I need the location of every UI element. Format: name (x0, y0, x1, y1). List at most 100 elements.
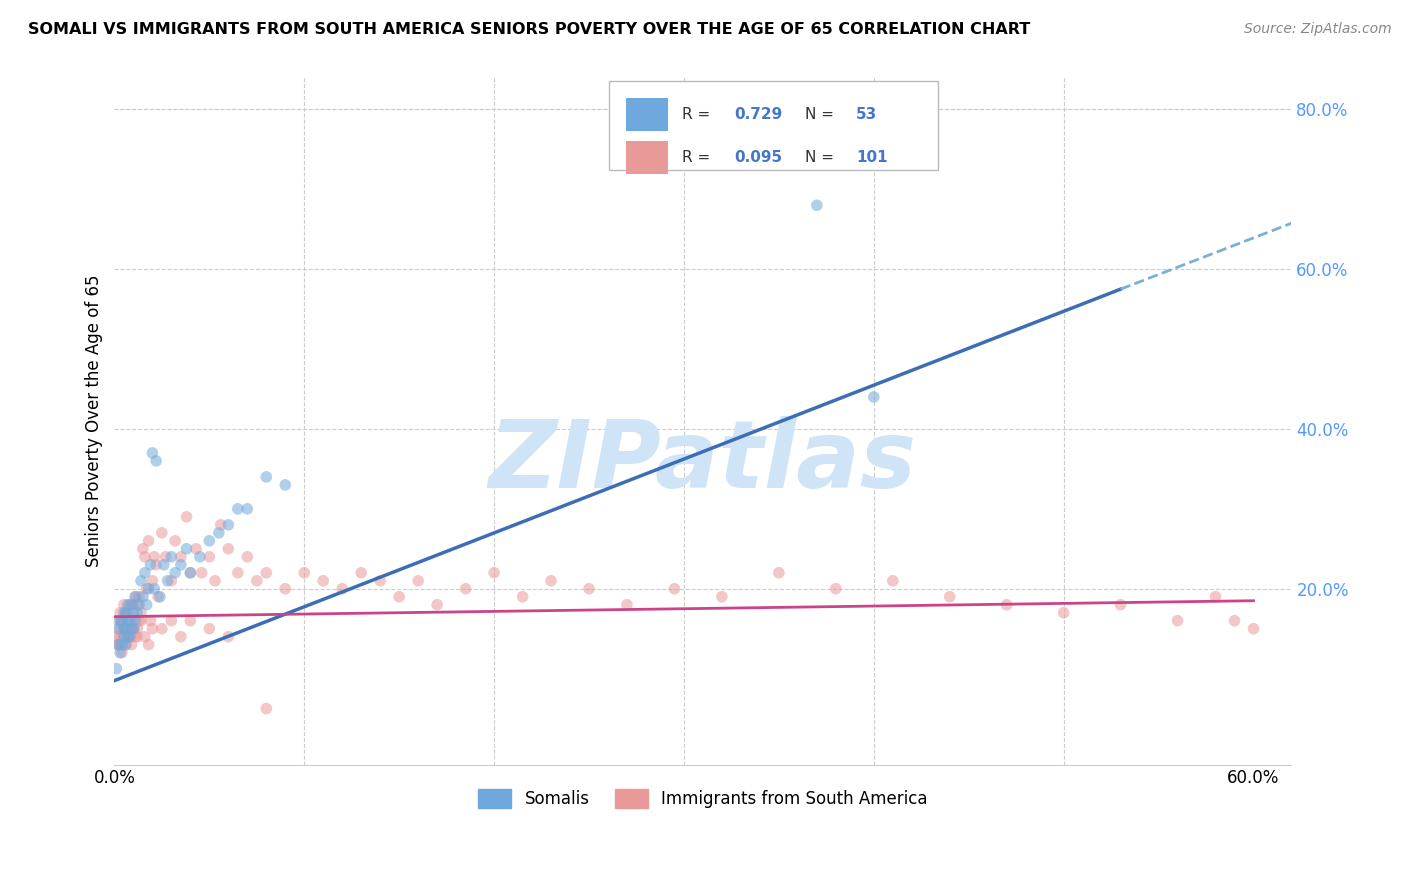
Point (198, 533, 221, 548)
Point (121, 630, 143, 644)
Text: 0.095: 0.095 (735, 151, 783, 165)
Point (217, 630, 239, 644)
Point (179, 566, 201, 580)
Point (122, 622, 145, 636)
Text: ZIPatlas: ZIPatlas (489, 417, 917, 508)
Point (1053, 606, 1076, 620)
Point (127, 606, 149, 620)
Point (122, 598, 145, 612)
Point (179, 614, 201, 628)
Point (114, 622, 136, 636)
Point (127, 622, 149, 636)
Point (132, 541, 155, 556)
Point (1205, 590, 1227, 604)
Point (118, 598, 141, 612)
Point (132, 590, 155, 604)
Point (111, 614, 134, 628)
Point (578, 582, 600, 596)
Text: 0.729: 0.729 (735, 107, 783, 122)
Point (160, 549, 183, 564)
Point (128, 614, 150, 628)
Point (217, 541, 239, 556)
Point (129, 606, 152, 620)
Point (512, 590, 534, 604)
Point (368, 574, 391, 588)
Point (170, 558, 193, 572)
Point (118, 630, 141, 644)
Point (107, 638, 129, 652)
Text: N =: N = (806, 151, 839, 165)
Point (112, 606, 135, 620)
Point (938, 590, 960, 604)
Point (118, 630, 141, 644)
Point (112, 630, 135, 644)
Text: R =: R = (682, 107, 714, 122)
Point (217, 517, 239, 532)
Point (226, 566, 249, 580)
Point (127, 598, 149, 612)
Point (117, 606, 139, 620)
Point (176, 541, 198, 556)
Point (236, 549, 259, 564)
Point (118, 622, 141, 636)
Point (129, 614, 152, 628)
Point (312, 574, 335, 588)
Point (208, 525, 231, 540)
Point (454, 582, 477, 596)
Point (1109, 598, 1132, 612)
Point (176, 509, 198, 524)
Point (114, 622, 136, 636)
Point (150, 622, 173, 636)
Point (190, 566, 212, 580)
Point (138, 582, 160, 596)
Point (350, 566, 373, 580)
Point (664, 582, 686, 596)
Point (165, 533, 187, 548)
Point (107, 614, 129, 628)
Point (160, 614, 183, 628)
Point (122, 606, 145, 620)
Point (165, 566, 187, 580)
Point (824, 582, 846, 596)
Point (1167, 614, 1189, 628)
Point (117, 630, 139, 644)
Point (540, 574, 562, 588)
Point (145, 558, 167, 572)
Point (995, 598, 1018, 612)
FancyBboxPatch shape (609, 81, 938, 170)
Point (114, 606, 136, 620)
Point (117, 614, 139, 628)
Point (122, 622, 145, 636)
Point (139, 558, 162, 572)
Point (138, 638, 160, 652)
Point (160, 574, 183, 588)
Point (107, 638, 129, 652)
Point (406, 574, 429, 588)
Point (107, 638, 129, 652)
Point (806, 198, 828, 212)
Point (149, 590, 172, 604)
Point (114, 638, 136, 652)
Point (111, 614, 134, 628)
Point (882, 574, 904, 588)
Point (107, 622, 129, 636)
Point (768, 566, 790, 580)
Point (254, 701, 277, 715)
Point (112, 622, 135, 636)
Point (1243, 622, 1265, 636)
Point (121, 614, 143, 628)
Text: Source: ZipAtlas.com: Source: ZipAtlas.com (1244, 22, 1392, 37)
Point (124, 630, 146, 644)
Point (108, 622, 131, 636)
Point (112, 622, 135, 636)
Point (862, 390, 884, 404)
Point (254, 470, 277, 484)
Point (198, 549, 221, 564)
Point (204, 574, 226, 588)
Bar (627, 98, 668, 131)
Point (114, 606, 136, 620)
Point (146, 590, 169, 604)
Point (114, 638, 136, 652)
Text: 101: 101 (856, 151, 887, 165)
Point (254, 566, 277, 580)
